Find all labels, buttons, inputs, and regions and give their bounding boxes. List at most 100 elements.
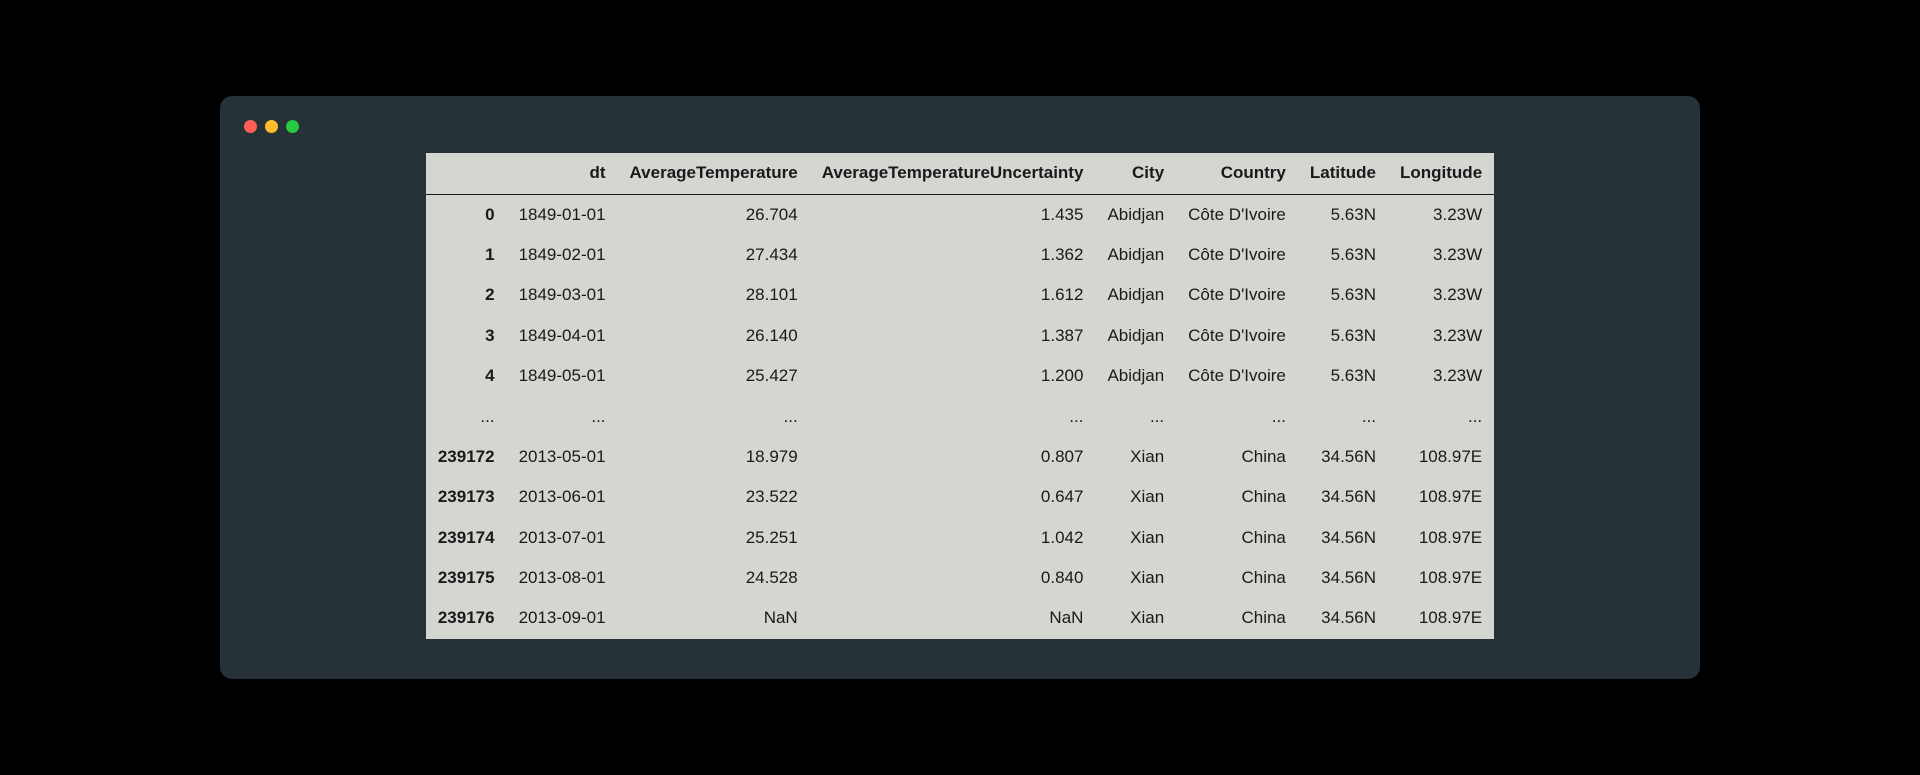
- cell: 1849-03-01: [507, 275, 618, 315]
- dataframe-container: dt AverageTemperature AverageTemperature…: [244, 153, 1676, 639]
- cell: NaN: [810, 598, 1096, 638]
- cell: 27.434: [618, 235, 810, 275]
- table-row: 239175 2013-08-01 24.528 0.840 Xian Chin…: [426, 558, 1494, 598]
- cell: Abidjan: [1095, 235, 1176, 275]
- table-index-header: [426, 153, 507, 194]
- cell: 34.56N: [1298, 518, 1388, 558]
- terminal-window: dt AverageTemperature AverageTemperature…: [220, 96, 1700, 679]
- table-row-ellipsis: ... ... ... ... ... ... ... ...: [426, 397, 1494, 437]
- cell: Abidjan: [1095, 275, 1176, 315]
- cell: 18.979: [618, 437, 810, 477]
- cell: Xian: [1095, 558, 1176, 598]
- cell: ...: [1298, 397, 1388, 437]
- cell: China: [1176, 518, 1298, 558]
- dataframe-table: dt AverageTemperature AverageTemperature…: [426, 153, 1494, 639]
- cell: ...: [1095, 397, 1176, 437]
- table-row: 239172 2013-05-01 18.979 0.807 Xian Chin…: [426, 437, 1494, 477]
- cell: ...: [1388, 397, 1494, 437]
- zoom-icon[interactable]: [286, 120, 299, 133]
- cell: 3.23W: [1388, 275, 1494, 315]
- cell: 25.427: [618, 356, 810, 396]
- cell: 108.97E: [1388, 558, 1494, 598]
- cell: 1.612: [810, 275, 1096, 315]
- cell: 1.362: [810, 235, 1096, 275]
- cell: Xian: [1095, 437, 1176, 477]
- cell: 1849-02-01: [507, 235, 618, 275]
- cell: 1.042: [810, 518, 1096, 558]
- cell: 5.63N: [1298, 316, 1388, 356]
- cell: 2013-08-01: [507, 558, 618, 598]
- cell: Côte D'Ivoire: [1176, 235, 1298, 275]
- row-index: 239175: [426, 558, 507, 598]
- cell: 108.97E: [1388, 477, 1494, 517]
- cell: Abidjan: [1095, 316, 1176, 356]
- cell: 108.97E: [1388, 518, 1494, 558]
- window-titlebar: [244, 116, 1676, 153]
- cell: 24.528: [618, 558, 810, 598]
- col-header: City: [1095, 153, 1176, 194]
- cell: ...: [1176, 397, 1298, 437]
- cell: 3.23W: [1388, 356, 1494, 396]
- cell: 26.140: [618, 316, 810, 356]
- cell: Xian: [1095, 598, 1176, 638]
- col-header: dt: [507, 153, 618, 194]
- row-index: 239173: [426, 477, 507, 517]
- cell: 5.63N: [1298, 235, 1388, 275]
- table-row: 4 1849-05-01 25.427 1.200 Abidjan Côte D…: [426, 356, 1494, 396]
- minimize-icon[interactable]: [265, 120, 278, 133]
- cell: Xian: [1095, 518, 1176, 558]
- cell: 2013-06-01: [507, 477, 618, 517]
- table-row: 2 1849-03-01 28.101 1.612 Abidjan Côte D…: [426, 275, 1494, 315]
- row-index: 239174: [426, 518, 507, 558]
- cell: 108.97E: [1388, 598, 1494, 638]
- row-index: 4: [426, 356, 507, 396]
- row-index: 1: [426, 235, 507, 275]
- stage: dt AverageTemperature AverageTemperature…: [0, 0, 1920, 775]
- table-row: 239174 2013-07-01 25.251 1.042 Xian Chin…: [426, 518, 1494, 558]
- cell: 34.56N: [1298, 477, 1388, 517]
- cell: 23.522: [618, 477, 810, 517]
- col-header: Longitude: [1388, 153, 1494, 194]
- table-body: 0 1849-01-01 26.704 1.435 Abidjan Côte D…: [426, 194, 1494, 639]
- cell: 34.56N: [1298, 598, 1388, 638]
- cell: ...: [618, 397, 810, 437]
- cell: Abidjan: [1095, 356, 1176, 396]
- cell: 1849-04-01: [507, 316, 618, 356]
- cell: Abidjan: [1095, 194, 1176, 235]
- cell: 2013-07-01: [507, 518, 618, 558]
- cell: 1.387: [810, 316, 1096, 356]
- row-index: 3: [426, 316, 507, 356]
- cell: 1.200: [810, 356, 1096, 396]
- cell: 108.97E: [1388, 437, 1494, 477]
- close-icon[interactable]: [244, 120, 257, 133]
- cell: Côte D'Ivoire: [1176, 356, 1298, 396]
- cell: 2013-05-01: [507, 437, 618, 477]
- cell: 3.23W: [1388, 316, 1494, 356]
- cell: 5.63N: [1298, 275, 1388, 315]
- cell: Xian: [1095, 477, 1176, 517]
- cell: 3.23W: [1388, 235, 1494, 275]
- cell: 3.23W: [1388, 194, 1494, 235]
- cell: 34.56N: [1298, 437, 1388, 477]
- cell: China: [1176, 598, 1298, 638]
- col-header: Country: [1176, 153, 1298, 194]
- cell: NaN: [618, 598, 810, 638]
- cell: 1.435: [810, 194, 1096, 235]
- row-index: ...: [426, 397, 507, 437]
- table-row: 239176 2013-09-01 NaN NaN Xian China 34.…: [426, 598, 1494, 638]
- cell: 5.63N: [1298, 194, 1388, 235]
- table-row: 0 1849-01-01 26.704 1.435 Abidjan Côte D…: [426, 194, 1494, 235]
- row-index: 0: [426, 194, 507, 235]
- cell: China: [1176, 558, 1298, 598]
- cell: 25.251: [618, 518, 810, 558]
- row-index: 239172: [426, 437, 507, 477]
- cell: ...: [810, 397, 1096, 437]
- cell: Côte D'Ivoire: [1176, 275, 1298, 315]
- cell: China: [1176, 477, 1298, 517]
- cell: 2013-09-01: [507, 598, 618, 638]
- cell: Côte D'Ivoire: [1176, 316, 1298, 356]
- col-header: AverageTemperatureUncertainty: [810, 153, 1096, 194]
- table-row: 1 1849-02-01 27.434 1.362 Abidjan Côte D…: [426, 235, 1494, 275]
- cell: 28.101: [618, 275, 810, 315]
- cell: 1849-05-01: [507, 356, 618, 396]
